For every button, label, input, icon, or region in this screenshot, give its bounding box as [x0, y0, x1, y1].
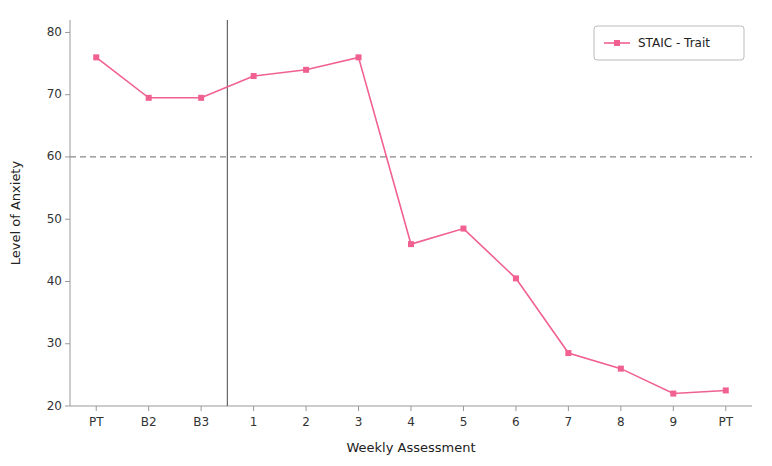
- point: [460, 226, 466, 232]
- x-tick: [463, 406, 464, 411]
- y-tick: [65, 94, 70, 95]
- x-tick: [673, 406, 674, 411]
- legend-marker: [614, 40, 620, 46]
- y-tick-label: 30: [47, 336, 62, 350]
- x-tick-label: B2: [141, 415, 157, 429]
- x-tick: [253, 406, 254, 411]
- y-tick-label: 50: [47, 212, 62, 226]
- legend: STAIC - Trait: [594, 26, 744, 60]
- y-tick: [65, 219, 70, 220]
- y-axis: [70, 20, 71, 406]
- reference-line: [70, 156, 752, 157]
- y-tick: [65, 281, 70, 282]
- series-line: [96, 57, 726, 393]
- y-tick: [65, 32, 70, 33]
- point: [198, 95, 204, 101]
- point: [93, 54, 99, 60]
- legend-label: STAIC - Trait: [638, 36, 710, 50]
- x-tick-label: 2: [302, 415, 310, 429]
- y-tick-label: 70: [47, 87, 62, 101]
- x-tick-label: 4: [407, 415, 415, 429]
- x-tick-label: 6: [512, 415, 520, 429]
- x-tick-label: 5: [460, 415, 468, 429]
- point: [408, 241, 414, 247]
- x-tick: [148, 406, 149, 411]
- point: [251, 73, 257, 79]
- x-tick: [725, 406, 726, 411]
- point: [565, 350, 571, 356]
- x-tick: [411, 406, 412, 411]
- x-tick: [96, 406, 97, 411]
- x-tick: [306, 406, 307, 411]
- reference-line: [227, 20, 228, 406]
- x-tick-label: 7: [565, 415, 573, 429]
- y-tick-label: 40: [47, 274, 62, 288]
- y-tick-label: 20: [47, 399, 62, 413]
- x-tick-label: 3: [355, 415, 363, 429]
- y-tick: [65, 406, 70, 407]
- x-tick: [515, 406, 516, 411]
- chart: 20 30 40 50 60 70 80 PT B2 B3 1 2 3 4 5 6 7 8 9 PT Weekly As…: [0, 0, 772, 466]
- point: [303, 67, 309, 73]
- plot-area: [70, 20, 752, 406]
- x-tick-label: PT: [89, 415, 104, 429]
- y-tick-label: 80: [47, 25, 62, 39]
- x-tick: [358, 406, 359, 411]
- x-tick-label: PT: [718, 415, 733, 429]
- point: [356, 54, 362, 60]
- x-tick: [620, 406, 621, 411]
- x-axis: [70, 406, 752, 407]
- x-tick-label: 1: [250, 415, 258, 429]
- x-tick-label: 9: [669, 415, 677, 429]
- y-tick: [65, 343, 70, 344]
- legend-box: [594, 26, 744, 60]
- point: [146, 95, 152, 101]
- x-tick-label: B3: [193, 415, 209, 429]
- x-axis-label: Weekly Assessment: [346, 440, 475, 455]
- point: [618, 366, 624, 372]
- x-tick: [201, 406, 202, 411]
- y-tick-label: 60: [47, 149, 62, 163]
- point: [670, 391, 676, 397]
- point: [513, 275, 519, 281]
- x-tick: [568, 406, 569, 411]
- x-tick-label: 8: [617, 415, 625, 429]
- y-tick: [65, 156, 70, 157]
- point: [723, 387, 729, 393]
- y-axis-label: Level of Anxiety: [8, 161, 23, 266]
